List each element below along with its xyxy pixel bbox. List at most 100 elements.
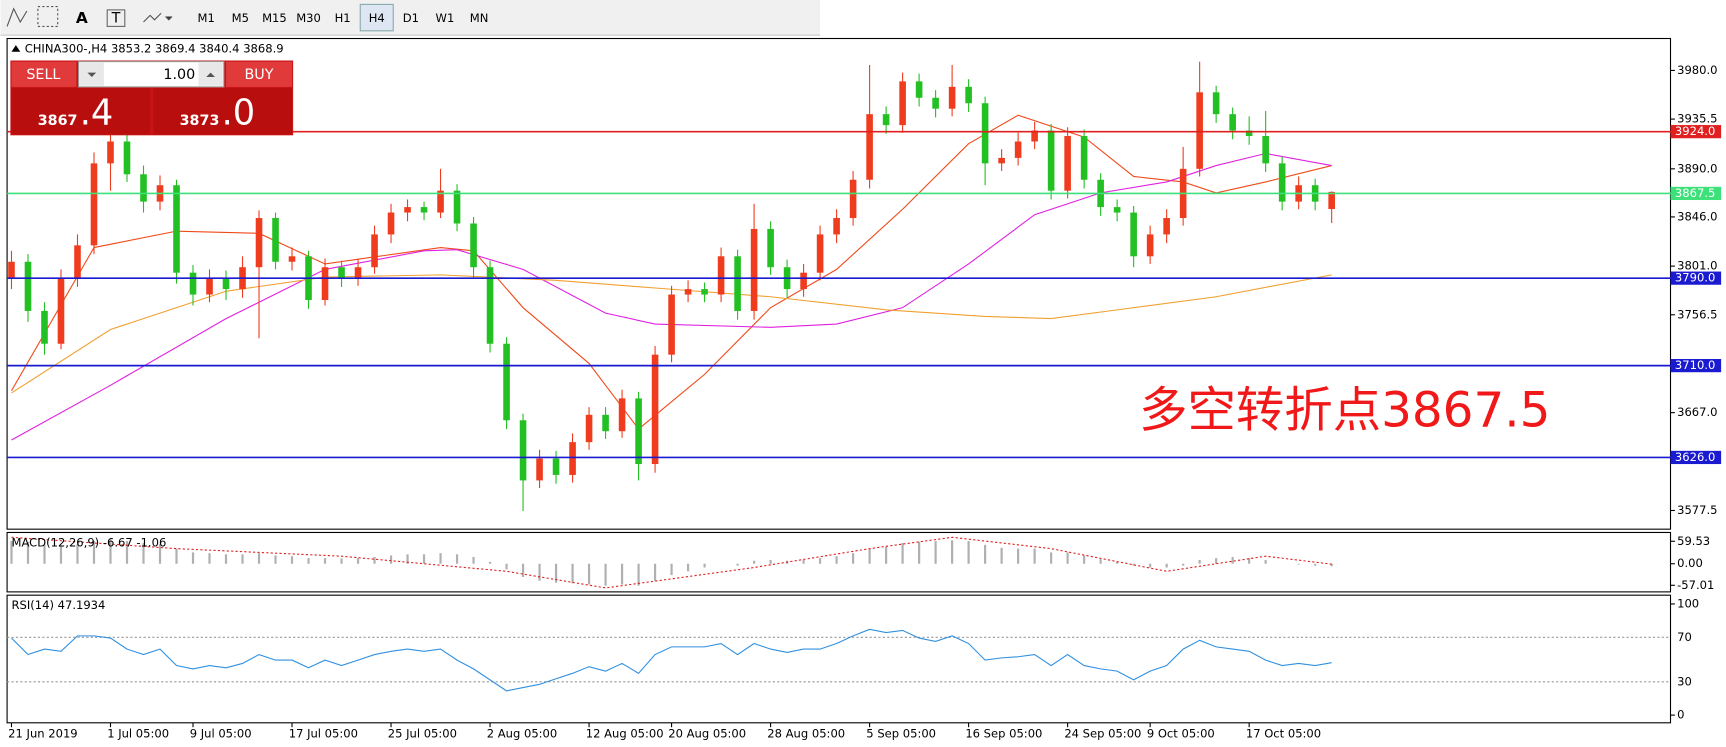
candle-body xyxy=(1130,212,1137,257)
annotation: 多空转折点3867.5 xyxy=(1139,383,1550,439)
candle-body xyxy=(288,256,296,262)
candle-body xyxy=(503,343,510,421)
candle-body xyxy=(981,103,989,164)
candle-body xyxy=(404,207,411,213)
lot-value[interactable]: 1.00 xyxy=(163,67,195,83)
period-label[interactable]: M30 xyxy=(296,11,321,25)
candle-body xyxy=(998,157,1005,164)
period-label[interactable]: M15 xyxy=(262,11,287,25)
candle-body xyxy=(618,398,626,432)
x-tick-label: 20 Aug 05:00 xyxy=(668,726,746,740)
period-label[interactable]: H4 xyxy=(369,11,385,25)
candle-body xyxy=(57,278,65,344)
candle-body xyxy=(1328,191,1335,210)
symbol: CHINA300-,H4 xyxy=(25,41,108,55)
level-label: 3867.5 xyxy=(1675,186,1715,200)
candle-body xyxy=(1245,130,1253,137)
y-tick-label: -57.01 xyxy=(1677,578,1714,592)
x-tick-label: 9 Oct 05:00 xyxy=(1147,726,1215,740)
sell-price-box[interactable] xyxy=(11,88,151,135)
candle-body xyxy=(519,420,527,481)
buy-price-box[interactable] xyxy=(153,88,293,135)
buy-button[interactable] xyxy=(226,61,293,87)
period-label[interactable]: H1 xyxy=(335,11,351,25)
candle-body xyxy=(833,218,840,235)
x-tick-label: 9 Jul 05:00 xyxy=(190,726,252,740)
candle-body xyxy=(585,414,593,443)
candle-body xyxy=(602,414,609,432)
candle-body xyxy=(420,207,428,213)
candle-body xyxy=(1278,163,1286,202)
level-label-box xyxy=(1670,271,1722,285)
candle-body xyxy=(932,97,939,109)
candle-body xyxy=(90,163,98,246)
x-tick-label: 17 Oct 05:00 xyxy=(1246,726,1321,740)
buy-price-small: 3873 xyxy=(180,113,220,129)
candle-body xyxy=(552,458,560,475)
candle-body xyxy=(387,212,395,235)
tool-text[interactable]: T xyxy=(111,11,121,27)
y-tick-label: 3756.5 xyxy=(1677,307,1717,321)
macd-signal-line xyxy=(11,536,1332,589)
x-tick-label: 16 Sep 05:00 xyxy=(965,726,1042,740)
candle-body xyxy=(635,398,642,465)
candle-body xyxy=(767,228,774,268)
candle-body xyxy=(651,354,659,465)
candle-body xyxy=(206,278,213,295)
period-label[interactable]: MN xyxy=(470,11,489,25)
buy-price-big: .0 xyxy=(222,92,256,133)
candle-body xyxy=(1014,141,1022,158)
low: 3840.4 xyxy=(199,41,239,55)
macd-main: -6.67 xyxy=(103,535,133,549)
y-tick-label: 3980.0 xyxy=(1677,63,1717,77)
x-tick-label: 5 Sep 05:00 xyxy=(866,726,936,740)
candle-body xyxy=(1262,136,1269,164)
period-label[interactable]: D1 xyxy=(403,11,419,25)
rsi-header: RSI(14) 47.1934 xyxy=(11,598,105,612)
tool-icons xyxy=(6,6,173,27)
y-tick-label: 70 xyxy=(1677,630,1692,644)
y-tick-label: 3846.0 xyxy=(1677,209,1717,223)
x-tick-label: 24 Sep 05:00 xyxy=(1064,726,1141,740)
tool-text[interactable]: A xyxy=(76,9,88,27)
down-arrow xyxy=(87,72,97,78)
trade-panel: SELL 1.00 BUY 3867 .4 3873 .0 xyxy=(10,60,294,136)
candle-body xyxy=(338,267,345,279)
y-tick-label: 0 xyxy=(1677,708,1684,722)
level-label-box xyxy=(1670,125,1722,139)
candle-body xyxy=(272,218,279,262)
period-label[interactable]: M1 xyxy=(198,11,215,25)
candle-body xyxy=(371,234,378,268)
candle-body xyxy=(222,278,230,290)
candle-body xyxy=(123,141,131,175)
level-label: 3790.0 xyxy=(1675,271,1715,285)
macd-name: MACD(12,26,9) xyxy=(11,535,99,549)
x-tick-label: 25 Jul 05:00 xyxy=(388,726,457,740)
up-arrow xyxy=(206,72,216,78)
candle-body xyxy=(1080,136,1088,180)
sell-label[interactable]: SELL xyxy=(26,67,60,83)
candle-body xyxy=(41,310,48,344)
buy-label[interactable]: BUY xyxy=(245,67,274,83)
candle-body xyxy=(948,86,956,109)
sell-price-small: 3867 xyxy=(38,113,78,129)
period-button[interactable] xyxy=(359,3,394,32)
candle-body xyxy=(1229,114,1236,131)
candle-body xyxy=(437,190,444,213)
collapse-icon[interactable] xyxy=(11,45,21,52)
close: 3868.9 xyxy=(243,41,283,55)
level-label: 3924.0 xyxy=(1675,124,1715,138)
chart-header: CHINA300-,H4 3853.2 3869.4 3840.4 3868.9 xyxy=(25,41,284,55)
y-tick-label: 3890.0 xyxy=(1677,161,1717,175)
candle-body xyxy=(173,185,180,273)
x-tick-label: 2 Aug 05:00 xyxy=(487,726,558,740)
period-label[interactable]: W1 xyxy=(436,11,455,25)
period-label[interactable]: M5 xyxy=(232,11,249,25)
macd-header: MACD(12,26,9) -6.67 -1.06 xyxy=(11,535,166,549)
sell-button[interactable] xyxy=(11,61,77,87)
x-tick-label: 17 Jul 05:00 xyxy=(289,726,358,740)
x-tick-label: 28 Aug 05:00 xyxy=(767,726,845,740)
candle-body xyxy=(899,81,906,126)
rsi-value: 47.1934 xyxy=(58,598,106,612)
